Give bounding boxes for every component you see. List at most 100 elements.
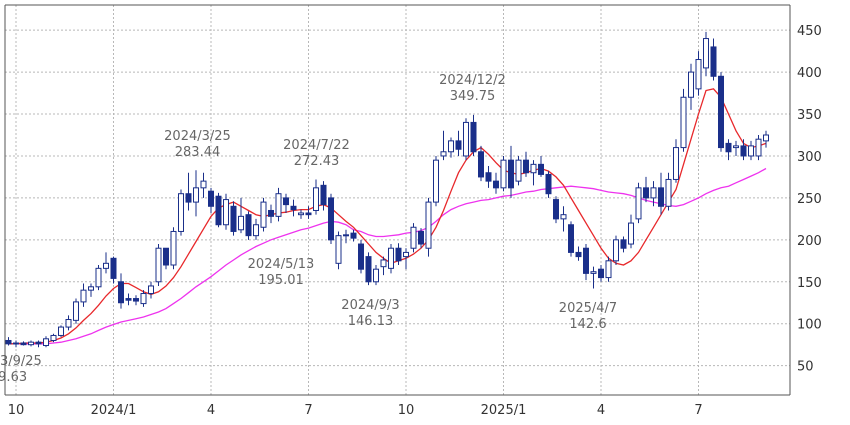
candle xyxy=(185,172,192,211)
candle xyxy=(230,201,237,236)
candle-body xyxy=(260,201,267,228)
candle xyxy=(748,140,754,161)
candle-body xyxy=(215,195,222,226)
candle xyxy=(380,256,387,276)
annotation-date: 2024/3/25 xyxy=(164,129,231,144)
candle-body xyxy=(755,138,762,157)
candle-body xyxy=(748,145,754,157)
candle xyxy=(553,196,559,224)
axis-frame xyxy=(4,4,791,396)
candle xyxy=(605,256,612,282)
candle-body xyxy=(223,199,229,226)
candle xyxy=(50,333,57,343)
candle-body xyxy=(313,187,319,211)
candle-body xyxy=(148,285,154,295)
candle-body xyxy=(88,286,94,291)
candle xyxy=(673,139,679,183)
candle xyxy=(125,293,132,306)
x-tick-label: 10 xyxy=(8,403,25,418)
candle xyxy=(590,266,597,289)
candle-body xyxy=(80,289,87,303)
candle-body xyxy=(455,140,462,150)
candle-body xyxy=(335,235,342,264)
candle xyxy=(425,197,432,257)
candle-body xyxy=(230,205,237,232)
annotation-value: 79.63 xyxy=(0,370,27,385)
candle xyxy=(13,340,19,348)
candle-body xyxy=(710,46,717,77)
candle-body xyxy=(575,251,582,258)
candle xyxy=(193,170,199,217)
candle-body xyxy=(665,178,672,207)
x-tick-label: 10 xyxy=(398,403,415,418)
candle xyxy=(290,199,297,217)
candle-body xyxy=(35,341,42,345)
candle-body xyxy=(43,338,49,347)
candle xyxy=(73,298,79,324)
candle xyxy=(583,244,589,281)
candle xyxy=(208,187,214,213)
candle-body xyxy=(350,232,357,239)
candle-body xyxy=(365,256,372,283)
short-moving-average-line xyxy=(8,88,767,345)
candle xyxy=(163,247,169,270)
candle-body xyxy=(553,199,559,220)
candle xyxy=(410,223,417,253)
candle xyxy=(395,243,402,265)
y-tick-label: 50 xyxy=(797,360,814,375)
candle xyxy=(335,231,342,270)
candle xyxy=(223,193,229,230)
candle xyxy=(148,281,154,299)
candle-body xyxy=(110,257,117,279)
candle-body xyxy=(373,268,379,283)
candle xyxy=(20,341,27,346)
candle xyxy=(343,229,349,244)
candle xyxy=(643,176,649,203)
candle xyxy=(470,114,477,156)
candle xyxy=(275,187,282,222)
candle-body xyxy=(5,339,12,345)
candle-body xyxy=(73,301,79,321)
candle-body xyxy=(493,180,499,189)
y-tick-label: 350 xyxy=(797,108,822,123)
candle-body xyxy=(178,193,184,232)
candle xyxy=(688,63,694,110)
candle xyxy=(28,340,34,347)
candle-body xyxy=(613,239,619,262)
candle-body xyxy=(463,121,469,157)
candle-body xyxy=(358,243,364,270)
candle xyxy=(298,209,304,219)
grid-layer xyxy=(5,5,790,395)
candle xyxy=(448,137,454,158)
candle-body xyxy=(380,259,387,268)
candle-body xyxy=(680,96,687,149)
candle xyxy=(80,283,87,307)
candle xyxy=(560,206,567,232)
candle xyxy=(530,160,537,186)
candle xyxy=(403,248,409,270)
y-tick-label: 150 xyxy=(797,276,822,291)
candle-body xyxy=(478,151,484,178)
annotation-value: 283.44 xyxy=(175,145,221,160)
candle xyxy=(710,38,717,81)
candle-body xyxy=(628,222,634,245)
candle-body xyxy=(125,298,132,301)
candle-body xyxy=(283,197,289,206)
candle xyxy=(170,227,177,270)
candle xyxy=(95,265,102,291)
candle-body xyxy=(658,187,664,207)
candle xyxy=(575,246,582,261)
candle xyxy=(305,206,312,219)
candle-body xyxy=(448,140,454,153)
candle xyxy=(620,236,627,253)
candle-body xyxy=(28,341,34,346)
candle xyxy=(515,155,522,186)
candle-body xyxy=(643,187,649,199)
candle xyxy=(433,155,439,207)
